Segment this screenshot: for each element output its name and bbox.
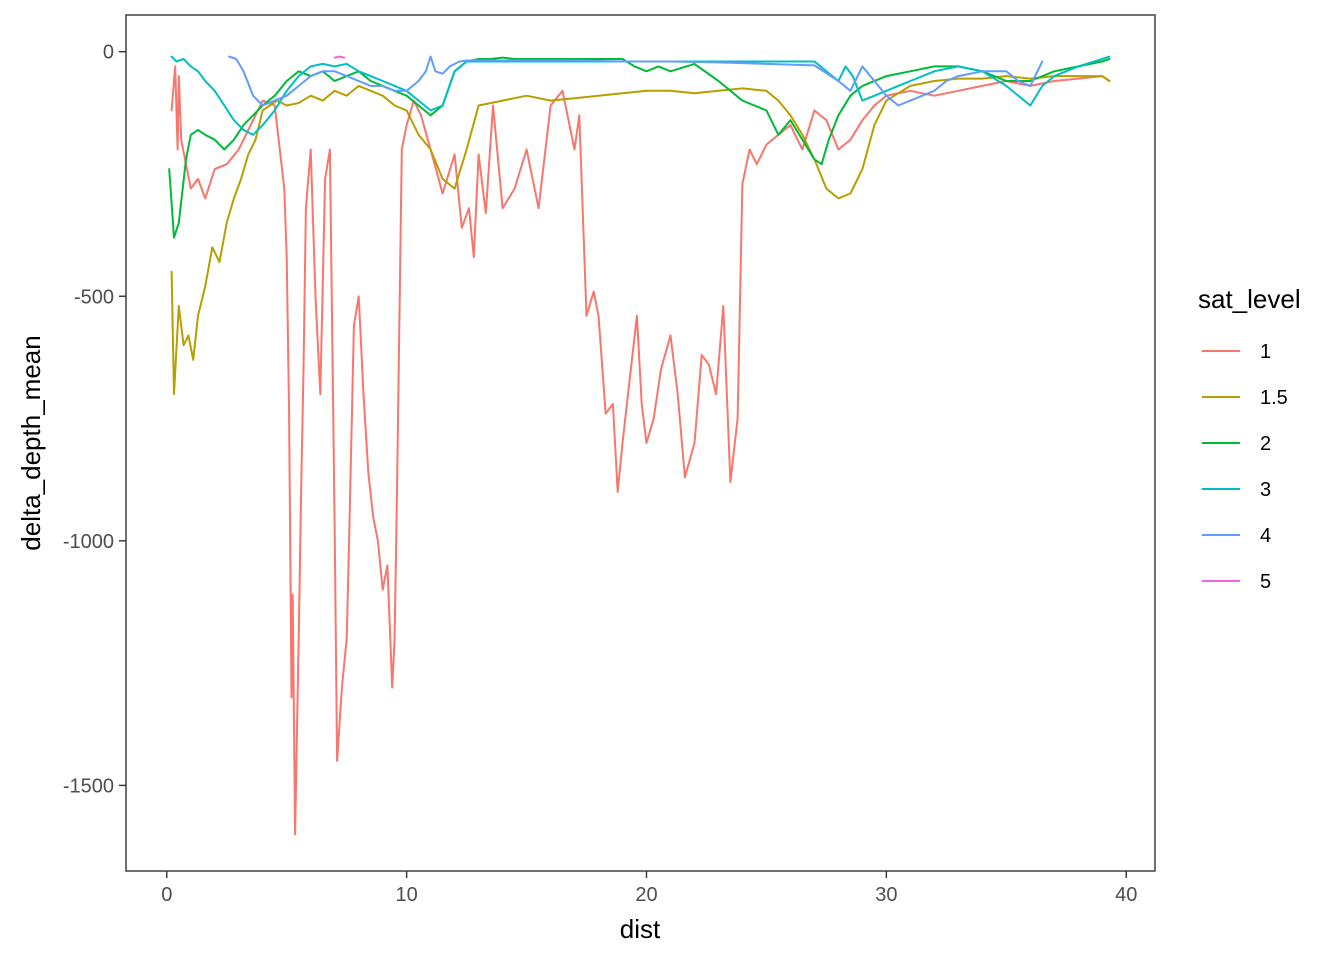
legend: sat_level 1 1.5 2 3 4 5 bbox=[1198, 284, 1301, 593]
x-tick-label: 0 bbox=[161, 884, 172, 906]
series-line-4 bbox=[228, 55, 1044, 107]
x-axis-title: dist bbox=[620, 914, 661, 944]
series-line-2 bbox=[168, 56, 1111, 239]
legend-label: 4 bbox=[1260, 525, 1271, 547]
series-line-1-5 bbox=[170, 75, 1111, 396]
y-axis-title: delta_depth_mean bbox=[16, 335, 46, 550]
y-tick-label: -1000 bbox=[63, 531, 114, 553]
x-tick-label: 10 bbox=[396, 884, 418, 906]
legend-label: 5 bbox=[1260, 571, 1271, 593]
legend-label: 1.5 bbox=[1260, 387, 1288, 409]
legend-title: sat_level bbox=[1198, 284, 1301, 314]
y-axis: 0 -500 -1000 -1500 bbox=[63, 42, 126, 797]
y-tick-label: -1500 bbox=[63, 775, 114, 797]
series-line-5 bbox=[333, 55, 346, 59]
y-tick-label: -500 bbox=[74, 286, 114, 308]
legend-label: 1 bbox=[1260, 341, 1271, 363]
x-tick-label: 20 bbox=[635, 884, 657, 906]
series-layer bbox=[168, 55, 1111, 836]
x-tick-label: 30 bbox=[875, 884, 897, 906]
legend-label: 3 bbox=[1260, 479, 1271, 501]
legend-label: 2 bbox=[1260, 433, 1271, 455]
y-tick-label: 0 bbox=[103, 42, 114, 64]
x-tick-label: 40 bbox=[1115, 884, 1137, 906]
x-axis: 0 10 20 30 40 bbox=[161, 871, 1137, 906]
plot-panel bbox=[125, 14, 1156, 872]
